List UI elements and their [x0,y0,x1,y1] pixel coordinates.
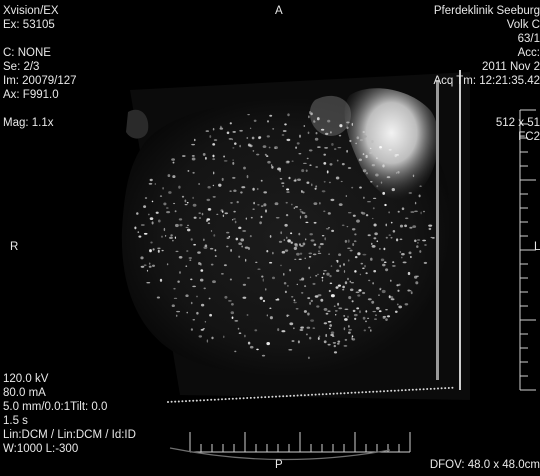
info-line [3,102,77,116]
top-left-info: Xvision/EX Ex: 53105 C: NONE Se: 2/3 Im:… [3,4,77,130]
info-line: W:1000 L:-300 [3,443,79,455]
speckle-texture [134,111,435,360]
info-line: C: NONE [3,47,51,59]
info-line [433,102,540,116]
info-line: 5.0 mm/0.0:1Tilt: 0.0 [3,401,108,413]
info-line: Im: 20079/127 [3,75,77,87]
info-line: Acq Tm: 12:21:35.42 [433,75,540,87]
info-line: Se: 2/3 [3,61,40,73]
orientation-left: R [10,241,19,253]
info-line [433,88,540,102]
info-line [3,32,77,46]
dfov-label: DFOV: 48.0 x 48.0cm [429,459,540,471]
info-line: Acc: [517,47,540,59]
bottom-left-info: 120.0 kV 80.0 mA 5.0 mm/0.0:1Tilt: 0.0 1… [3,372,136,456]
info-line: 63/1 [517,33,540,45]
info-line: Mag: 1.1x [3,117,54,129]
orientation-top: A [275,5,283,17]
info-line: Lin:DCM / Lin:DCM / Id:ID [3,429,136,441]
right-scale-ruler [519,109,536,391]
info-line: 1.5 s [3,415,28,427]
top-right-info: Pferdeklinik Seeburg Volk C 63/1 Acc: 20… [433,4,540,144]
info-line: 80.0 mA [3,387,46,399]
info-line: Pferdeklinik Seeburg [433,5,540,17]
info-line: 120.0 kV [3,373,49,385]
info-line: Ax: F991.0 [3,89,59,101]
info-line: FC2 [518,131,540,143]
info-line: 512 x 51 [495,117,540,129]
info-line: Xvision/EX [3,5,59,17]
bottom-scale-ruler [189,432,411,453]
orientation-right: L [534,241,540,253]
info-line: Ex: 53105 [3,19,55,31]
table-line [167,386,454,403]
orientation-bottom: P [275,459,283,471]
info-line: Volk C [506,19,540,31]
info-line: 2011 Nov 2 [482,61,540,73]
